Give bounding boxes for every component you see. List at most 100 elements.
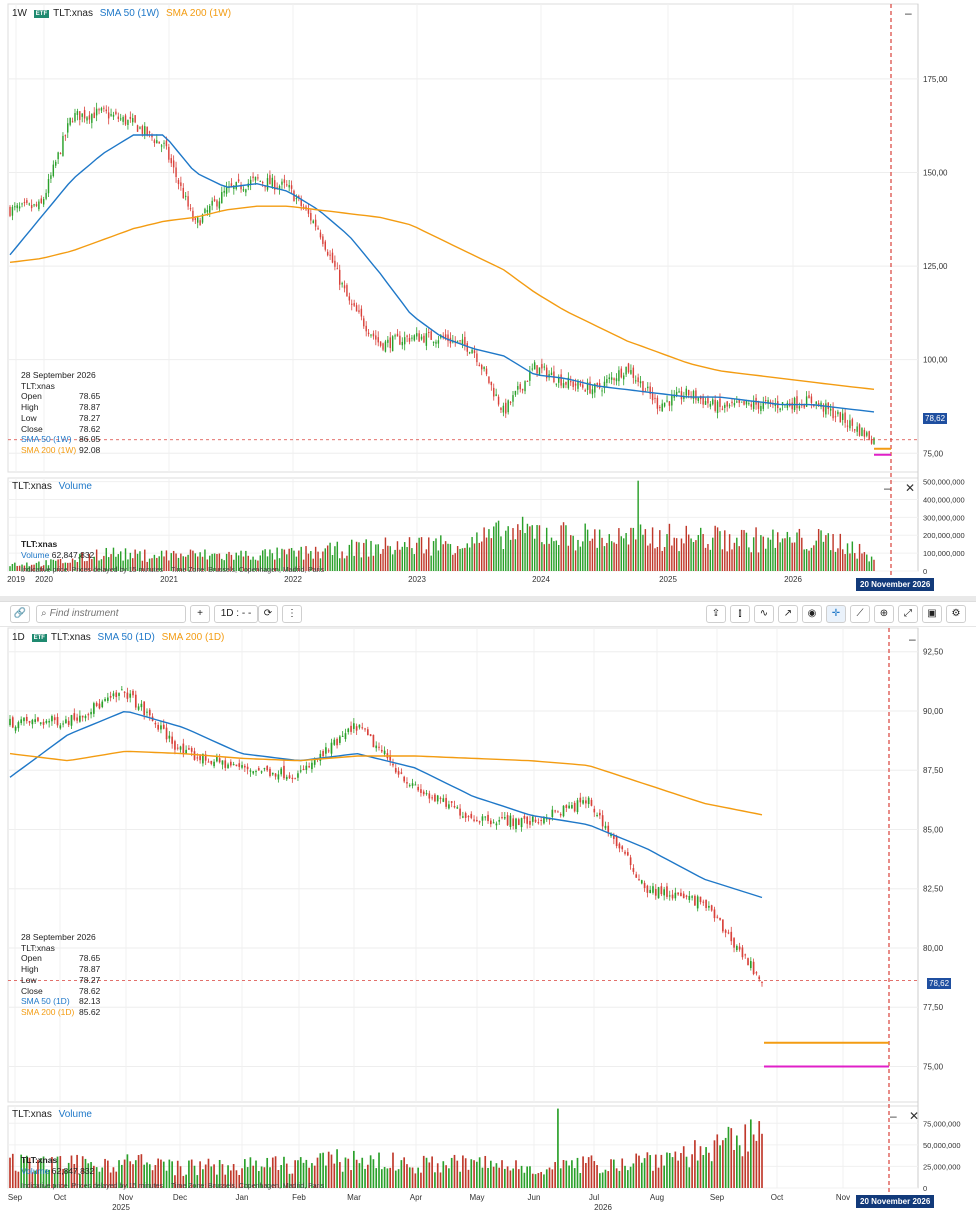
candle-body [414, 784, 417, 786]
sma200-value: 85.62 [79, 1006, 101, 1017]
panel-separator[interactable] [0, 596, 976, 601]
volume-bar [591, 538, 594, 571]
volume-bar [247, 555, 249, 571]
refresh-button[interactable]: ⟳ [258, 605, 278, 623]
fullscreen-icon[interactable]: ⤢ [898, 605, 918, 623]
candle-body [733, 938, 735, 948]
x-tick-label: May [469, 1193, 484, 1202]
add-instrument-button[interactable]: + [190, 605, 210, 623]
candle-body [497, 396, 500, 405]
candle-body [613, 378, 615, 381]
volume-bar [428, 537, 430, 571]
visibility-icon[interactable]: ◉ [802, 605, 822, 623]
volume-label[interactable]: Volume [58, 1109, 92, 1120]
draw-line-icon[interactable]: ↗ [778, 605, 798, 623]
sma200-legend[interactable]: SMA 200 (1W) [166, 8, 232, 19]
minimize-icon[interactable]: – [909, 632, 916, 646]
candle-body [358, 310, 360, 312]
volume-bar [471, 537, 473, 571]
daily-price-chart[interactable]: 92,50 90,00 87,50 85,00 82,50 80,00 77,50 75,00… [0, 626, 976, 1215]
volume-bar [594, 529, 596, 571]
candle-body [582, 384, 584, 388]
volume-bar [143, 1164, 146, 1188]
minimize-icon[interactable]: – [905, 6, 912, 20]
volume-bar [722, 1140, 724, 1188]
screenshot-icon[interactable]: ▣ [922, 605, 942, 623]
volume-close-icon[interactable]: ✕ [909, 1109, 920, 1123]
volume-bar [136, 553, 139, 571]
volume-bar [146, 1162, 148, 1188]
volume-bar [132, 1164, 134, 1188]
candle-body [638, 879, 640, 881]
candle-body [584, 389, 586, 392]
volume-bar [347, 1158, 350, 1188]
candle-body [141, 126, 144, 134]
volume-bar [576, 1157, 579, 1188]
candle-body [189, 208, 192, 210]
search-input[interactable] [49, 608, 170, 619]
interval-label[interactable]: 1D [12, 632, 25, 643]
candle-body [367, 332, 370, 335]
candle-body [230, 183, 233, 187]
volume-bar [38, 561, 40, 571]
sma50-legend[interactable]: SMA 50 (1W) [99, 8, 160, 19]
candle-body [363, 318, 365, 327]
volume-bar [225, 553, 228, 571]
volume-minimize-icon[interactable]: – [884, 481, 891, 495]
candle-body [661, 403, 663, 412]
candle-body [550, 372, 553, 376]
candle-body [285, 776, 288, 780]
indicators-icon[interactable]: ∿ [754, 605, 774, 623]
candle-body [187, 196, 189, 207]
candle-body [538, 367, 541, 376]
crosshair-icon[interactable]: ✛ [826, 605, 846, 623]
sma50-legend[interactable]: SMA 50 (1D) [97, 632, 155, 643]
zoom-icon[interactable]: ⊕ [874, 605, 894, 623]
volume-bar [319, 558, 322, 571]
volume-bar [813, 545, 815, 571]
instrument-search[interactable]: ⌕ [36, 605, 186, 623]
candle-body [378, 746, 380, 748]
candle-body [221, 760, 224, 765]
candle-body [21, 203, 23, 205]
candle-body [707, 398, 709, 404]
candle-body [702, 901, 705, 903]
compare-icon[interactable]: ⟋ [850, 605, 870, 623]
volume-bar [127, 559, 129, 571]
volume-bar [727, 1126, 730, 1188]
candle-body [18, 206, 21, 209]
volume-bar [440, 535, 442, 571]
volume-bar [866, 554, 868, 571]
interval-selector[interactable]: 1D : - - [214, 605, 258, 623]
candle-body [218, 201, 221, 209]
volume-bar [805, 549, 808, 571]
candle-body [413, 335, 416, 341]
settings-gear-icon[interactable]: ⚙ [946, 605, 966, 623]
volume-minimize-icon[interactable]: – [890, 1109, 897, 1123]
sma200-legend[interactable]: SMA 200 (1D) [161, 632, 225, 643]
volume-bar [416, 542, 418, 571]
volume-bar [444, 541, 447, 571]
more-options-button[interactable]: ⋮ [282, 605, 302, 623]
volume-label[interactable]: Volume [58, 481, 92, 492]
x-tick-label: 2023 [408, 575, 426, 584]
candle-body [117, 116, 120, 119]
x-tick-label: 2020 [35, 575, 53, 584]
volume-close-icon[interactable]: ✕ [905, 481, 916, 495]
candle-body [610, 377, 613, 380]
candle-body [428, 332, 430, 334]
chart-type-icon[interactable]: ⫾ [730, 605, 750, 623]
volume-bar [316, 1157, 319, 1188]
interval-label[interactable]: 1W [12, 8, 27, 19]
candle-body [397, 771, 400, 775]
share-icon[interactable]: ⇪ [706, 605, 726, 623]
volume-bar [18, 565, 21, 571]
candle-body [808, 395, 810, 399]
candle-body [750, 404, 752, 407]
volume-bar [736, 537, 738, 571]
volume-bar [618, 1170, 621, 1188]
link-icon[interactable]: 🔗 [10, 605, 30, 623]
weekly-price-chart[interactable]: 175,00 150,00 125,00 100,00 75,00 500,000,000… [0, 0, 976, 596]
candle-body [854, 429, 856, 431]
volume-bar [579, 1173, 582, 1188]
